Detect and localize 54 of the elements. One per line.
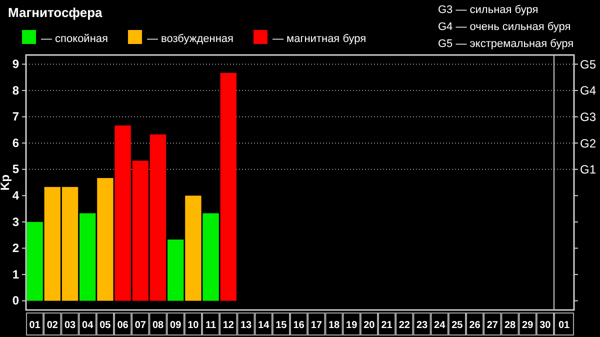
x-tick-label: 06: [117, 320, 129, 331]
x-tick-label: 04: [82, 320, 94, 331]
x-tick-label: 15: [276, 320, 288, 331]
x-tick-label: 29: [522, 320, 534, 331]
x-tick-label: 02: [46, 320, 58, 331]
y-tick-label: 9: [12, 57, 20, 72]
x-tick-label: 18: [328, 320, 340, 331]
y-tick-label: 1: [12, 267, 20, 282]
y-tick-label: 5: [12, 162, 20, 176]
ref-line-label: G2: [580, 136, 596, 150]
text: G4 — очень сильная буря: [438, 21, 571, 33]
x-tick-label: 24: [434, 320, 446, 331]
x-tick-label: 27: [486, 320, 498, 331]
y-tick-label: 0: [12, 294, 20, 308]
x-tick-label: 22: [398, 320, 410, 331]
y-tick-label: 7: [12, 110, 20, 124]
x-tick-label: 01: [558, 320, 570, 331]
ref-line-label: G3: [580, 110, 596, 124]
legend-label: — спокойная: [41, 33, 108, 45]
y-tick-label: 6: [12, 136, 20, 150]
x-tick-label: 23: [416, 320, 428, 331]
ref-line-label: G1: [580, 162, 596, 177]
x-tick-label: 16: [293, 320, 305, 331]
x-tick-label: 08: [152, 320, 164, 331]
x-tick-label: 05: [100, 320, 112, 331]
x-tick-label: 21: [381, 320, 393, 331]
x-tick-label: 11: [206, 320, 217, 331]
x-tick-label: 14: [258, 320, 270, 331]
y-tick-label: 3: [12, 214, 20, 229]
x-tick-label: 20: [364, 320, 376, 331]
y-tick-label: 4: [12, 188, 20, 202]
text: G3 — сильная буря: [438, 4, 538, 16]
y-tick-label: 8: [12, 83, 20, 98]
x-tick-label: 17: [310, 320, 322, 331]
x-tick-label: 25: [452, 320, 464, 331]
ref-line-label: G5: [580, 57, 596, 72]
x-tick-label: 26: [469, 320, 481, 331]
x-tick-label: 28: [504, 320, 516, 331]
legend-label: — возбужденная: [146, 33, 234, 45]
x-tick-label: 10: [188, 320, 200, 331]
x-tick-label: 09: [170, 320, 182, 331]
ref-line-label: G4: [580, 84, 596, 98]
legend-label: — магнитная буря: [272, 33, 366, 45]
y-axis-title: Kp: [0, 174, 12, 190]
x-tick-label: 30: [540, 320, 552, 331]
x-tick-label: 19: [346, 320, 358, 331]
chart-title: Магнитосфера: [8, 5, 104, 20]
x-tick-label: 01: [29, 320, 41, 331]
x-tick-label: 07: [134, 320, 146, 331]
x-tick-label: 13: [240, 320, 252, 331]
text: G5 — экстремальная буря: [438, 38, 574, 50]
x-tick-label: 12: [222, 320, 234, 331]
y-tick-label: 2: [12, 241, 20, 256]
x-tick-label: 03: [64, 320, 76, 331]
